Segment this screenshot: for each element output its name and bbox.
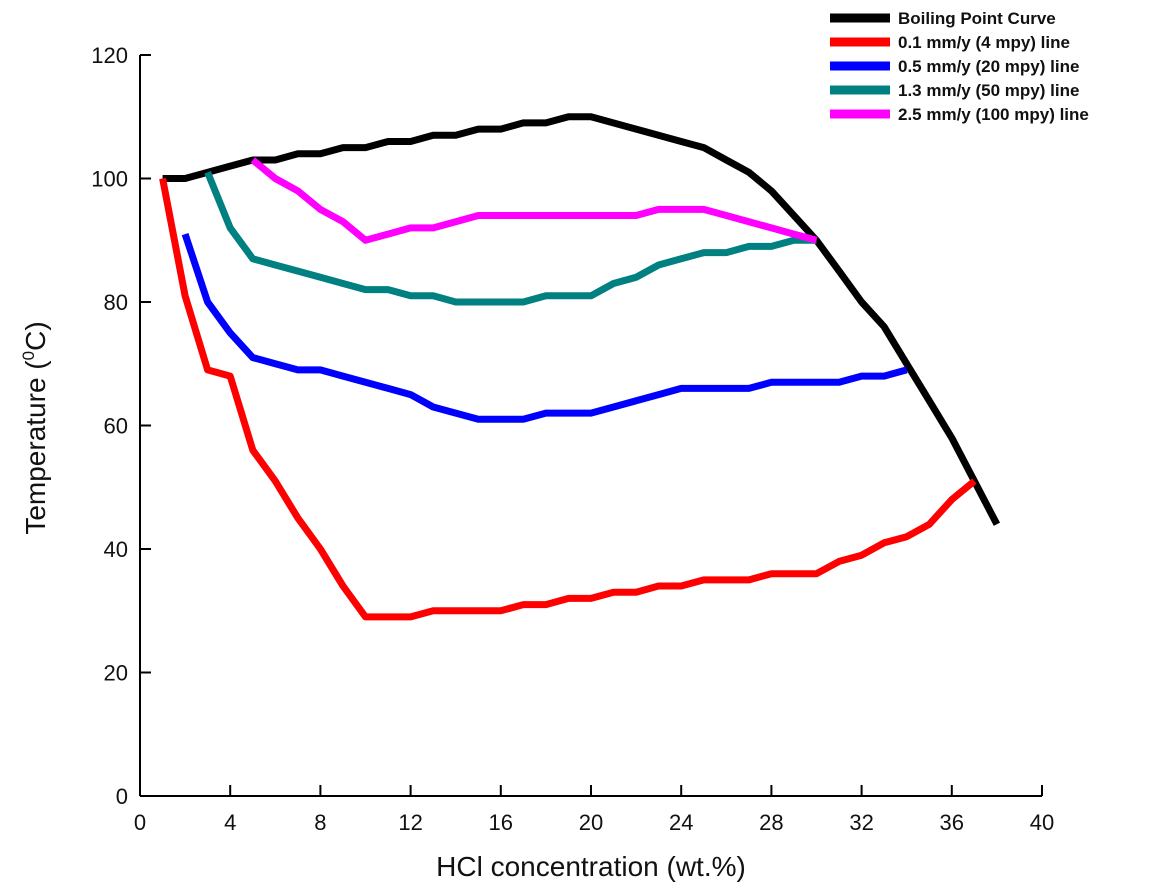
legend: Boiling Point Curve 0.1 mm/y (4 mpy) line… <box>830 9 1089 124</box>
x-tick-label: 36 <box>940 810 964 835</box>
x-tick-label: 4 <box>224 810 236 835</box>
tick-marks: 0 4 8 12 16 20 24 28 32 36 40 0 20 40 60 80 100 120 <box>91 43 1054 835</box>
y-axis-title-unit: C) <box>20 321 51 351</box>
y-axis-title-main: Temperature ( <box>20 360 51 535</box>
legend-label-0-1-mm-y-4-mpy-line: 0.1 mm/y (4 mpy) line <box>898 33 1070 52</box>
y-tick-label: 120 <box>91 43 128 68</box>
x-tick-label: 40 <box>1030 810 1054 835</box>
series-line-1-3-mm-y-50-mpy-line <box>204 170 817 306</box>
y-axis-title: Temperature (0C) <box>19 321 51 534</box>
series-line-2-5-mm-y-100-mpy-line <box>250 157 818 244</box>
legend-label-2-5-mm-y-100-mpy-line: 2.5 mm/y (100 mpy) line <box>898 105 1089 124</box>
y-tick-label: 0 <box>116 784 128 809</box>
series-line-0-5-mm-y-20-mpy-line <box>181 232 908 423</box>
y-tick-label: 40 <box>104 537 128 562</box>
y-tick-label: 80 <box>104 290 128 315</box>
series-lines <box>159 113 1001 621</box>
y-axis-title-superscript: 0 <box>19 351 38 360</box>
x-tick-label: 12 <box>398 810 422 835</box>
series-line-boiling-point-curve <box>162 113 1001 526</box>
x-tick-label: 16 <box>489 810 513 835</box>
x-tick-label: 24 <box>669 810 693 835</box>
y-tick-label: 100 <box>91 167 128 192</box>
x-tick-label: 20 <box>579 810 603 835</box>
series-line-0-1-mm-y-4-mpy-line <box>159 177 977 621</box>
x-tick-label: 8 <box>314 810 326 835</box>
x-axis-title: HCl concentration (wt.%) <box>436 851 746 882</box>
axes <box>139 55 1042 797</box>
x-tick-label: 0 <box>134 810 146 835</box>
legend-label-boiling-point-curve: Boiling Point Curve <box>898 9 1056 28</box>
y-tick-label: 60 <box>104 414 128 439</box>
x-tick-label: 28 <box>759 810 783 835</box>
legend-label-0-5-mm-y-20-mpy-line: 0.5 mm/y (20 mpy) line <box>898 57 1079 76</box>
legend-label-1-3-mm-y-50-mpy-line: 1.3 mm/y (50 mpy) line <box>898 81 1079 100</box>
y-tick-label: 20 <box>104 661 128 686</box>
x-tick-label: 32 <box>849 810 873 835</box>
